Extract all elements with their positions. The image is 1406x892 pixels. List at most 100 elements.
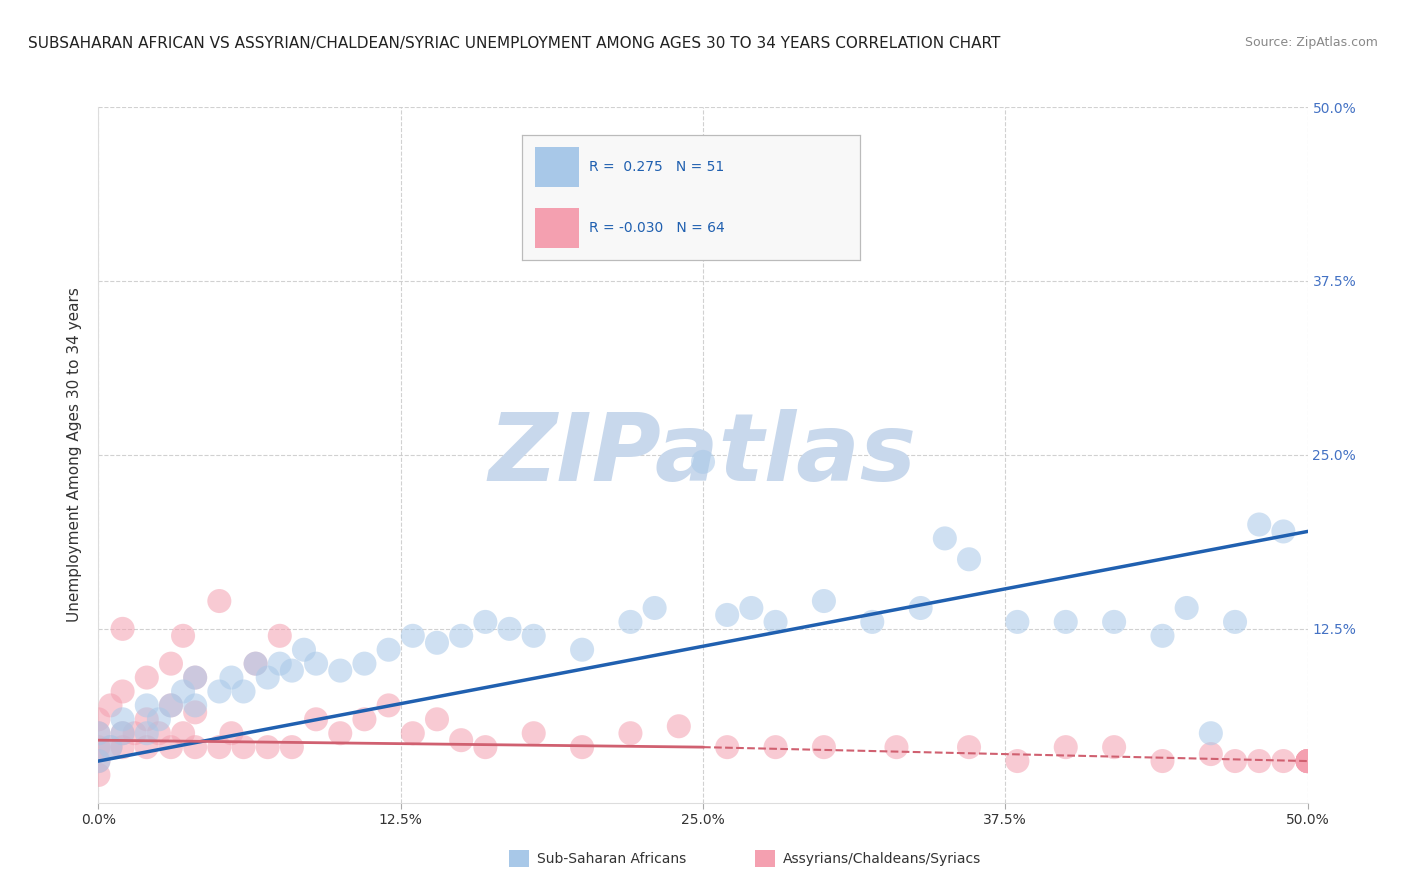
Point: [87, 768, 110, 782]
Point: [1296, 754, 1319, 768]
Text: Source: ZipAtlas.com: Source: ZipAtlas.com: [1244, 36, 1378, 49]
Point: [957, 552, 980, 566]
Point: [124, 726, 146, 740]
Point: [813, 740, 835, 755]
Point: [957, 740, 980, 755]
Point: [135, 712, 157, 726]
Bar: [509, 849, 529, 867]
Point: [281, 664, 304, 678]
Point: [377, 698, 399, 713]
Point: [619, 726, 641, 740]
Point: [184, 671, 207, 685]
Point: [353, 712, 375, 726]
Point: [1175, 601, 1198, 615]
Point: [135, 726, 157, 740]
Point: [305, 657, 328, 671]
Point: [208, 740, 231, 755]
Point: [87, 740, 110, 755]
Point: [135, 671, 157, 685]
Point: [111, 726, 134, 740]
Point: [256, 671, 278, 685]
Point: [910, 601, 932, 615]
Point: [281, 740, 304, 755]
Point: [426, 712, 449, 726]
Point: [1152, 629, 1174, 643]
Point: [100, 698, 122, 713]
Point: [644, 601, 666, 615]
Bar: [755, 849, 775, 867]
Point: [402, 629, 425, 643]
Point: [619, 615, 641, 629]
Point: [87, 754, 110, 768]
Point: [474, 615, 496, 629]
Point: [1272, 754, 1295, 768]
Point: [1272, 524, 1295, 539]
Point: [135, 698, 157, 713]
Point: [426, 636, 449, 650]
Point: [740, 601, 762, 615]
Point: [765, 740, 787, 755]
Point: [1102, 740, 1125, 755]
Point: [184, 698, 207, 713]
Point: [692, 455, 714, 469]
Point: [160, 698, 183, 713]
Point: [111, 712, 134, 726]
Point: [148, 726, 170, 740]
Point: [184, 671, 207, 685]
Point: [148, 712, 170, 726]
Point: [1007, 615, 1029, 629]
Point: [1296, 754, 1319, 768]
Point: [87, 712, 110, 726]
Point: [100, 740, 122, 755]
Point: [111, 684, 134, 698]
Point: [353, 657, 375, 671]
Point: [245, 657, 267, 671]
Point: [1102, 615, 1125, 629]
Point: [269, 657, 291, 671]
Point: [232, 740, 254, 755]
Point: [450, 733, 472, 747]
Point: [221, 671, 243, 685]
Point: [87, 726, 110, 740]
Point: [111, 740, 134, 755]
Point: [160, 698, 183, 713]
Point: [172, 629, 194, 643]
Point: [668, 719, 690, 733]
Point: [1296, 754, 1319, 768]
Point: [208, 594, 231, 608]
Point: [1199, 726, 1222, 740]
Point: [160, 657, 183, 671]
Point: [1054, 615, 1077, 629]
Point: [571, 642, 593, 657]
Point: [269, 629, 291, 643]
Point: [135, 740, 157, 755]
Point: [100, 740, 122, 755]
Point: [111, 726, 134, 740]
Y-axis label: Unemployment Among Ages 30 to 34 years: Unemployment Among Ages 30 to 34 years: [67, 287, 83, 623]
Point: [329, 664, 352, 678]
Point: [474, 740, 496, 755]
Point: [1296, 754, 1319, 768]
Point: [305, 712, 328, 726]
Point: [571, 740, 593, 755]
Point: [377, 642, 399, 657]
Point: [329, 726, 352, 740]
Point: [87, 754, 110, 768]
Text: SUBSAHARAN AFRICAN VS ASSYRIAN/CHALDEAN/SYRIAC UNEMPLOYMENT AMONG AGES 30 TO 34 : SUBSAHARAN AFRICAN VS ASSYRIAN/CHALDEAN/…: [28, 36, 1001, 51]
Point: [716, 740, 738, 755]
Point: [160, 740, 183, 755]
Point: [184, 740, 207, 755]
Point: [813, 594, 835, 608]
Point: [1296, 754, 1319, 768]
Text: Sub-Saharan Africans: Sub-Saharan Africans: [537, 852, 686, 866]
Point: [523, 726, 546, 740]
Point: [221, 726, 243, 740]
Point: [1007, 754, 1029, 768]
Point: [292, 642, 315, 657]
Point: [934, 532, 956, 546]
Point: [172, 684, 194, 698]
Point: [523, 629, 546, 643]
Point: [1054, 740, 1077, 755]
Point: [1223, 754, 1246, 768]
Point: [208, 684, 231, 698]
